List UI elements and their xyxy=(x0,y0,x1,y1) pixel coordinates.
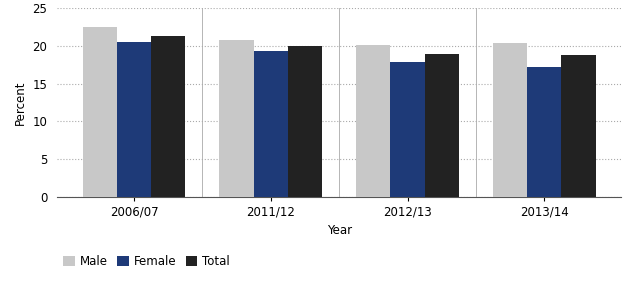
Bar xyxy=(82,27,117,197)
Bar xyxy=(391,62,425,197)
Legend: Male, Female, Total: Male, Female, Total xyxy=(63,255,230,268)
Bar xyxy=(288,46,322,197)
Bar xyxy=(254,51,288,197)
Bar xyxy=(151,35,185,197)
Bar xyxy=(493,43,527,197)
X-axis label: Year: Year xyxy=(327,224,352,237)
Bar xyxy=(527,67,562,197)
Bar xyxy=(219,40,254,197)
Bar xyxy=(356,45,391,197)
Y-axis label: Percent: Percent xyxy=(14,80,27,125)
Bar xyxy=(562,55,596,197)
Bar xyxy=(117,42,151,197)
Bar xyxy=(425,54,459,197)
